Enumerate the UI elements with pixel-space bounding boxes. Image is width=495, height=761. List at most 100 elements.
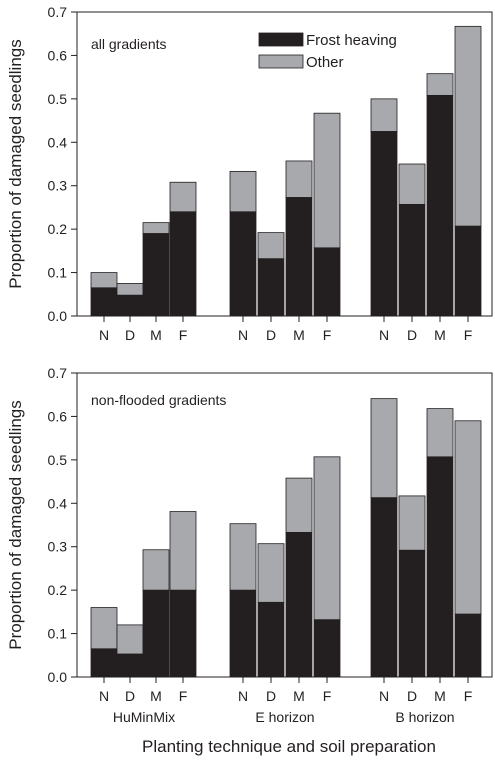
bar-other (370, 398, 398, 499)
legend-label: Frost heaving (306, 32, 397, 49)
bar-other (229, 523, 257, 591)
bar-other (398, 495, 426, 551)
plot-frame (76, 372, 493, 678)
bar-frost-heaving (370, 497, 398, 678)
x-tick-label: F (179, 327, 188, 343)
x-tick-label: M (434, 327, 446, 343)
bar-other (90, 272, 118, 289)
x-tick-label: D (407, 688, 417, 704)
bar-other (398, 163, 426, 205)
y-tick-label: 0.7 (48, 365, 68, 381)
group-label: E horizon (255, 709, 314, 725)
x-tick-label: N (379, 688, 389, 704)
bar-other (454, 25, 482, 227)
bar-frost-heaving (313, 619, 341, 678)
y-tick-label: 0.4 (48, 495, 68, 511)
y-tick-label: 0.0 (48, 669, 68, 685)
bar-frost-heaving (285, 197, 313, 317)
bar-other (313, 456, 341, 621)
legend-swatch (258, 32, 304, 47)
bar-frost-heaving (169, 589, 197, 678)
x-tick-label: M (293, 327, 305, 343)
panel-non-flooded-gradients: 0.0 0.1 0.2 0.3 0.4 0.5 0.6 0.7 Proportion of da… (6, 365, 493, 704)
bar-other (257, 543, 285, 603)
bar-frost-heaving (116, 653, 144, 678)
x-tick-label: F (464, 688, 473, 704)
bar-other (426, 73, 454, 96)
x-tick-label: D (266, 688, 276, 704)
legend-label: Other (306, 54, 344, 71)
bar-frost-heaving (454, 613, 482, 678)
bar-other (370, 98, 398, 132)
x-tick-label: F (323, 327, 332, 343)
y-tick-label: 0.3 (48, 539, 68, 555)
bar-other (313, 112, 341, 249)
y-axis-title: Proportion of damaged seedlings (6, 400, 25, 650)
legend: Frost heaving Other (258, 32, 397, 71)
x-tick-label: M (293, 688, 305, 704)
x-tick-label: D (125, 327, 135, 343)
plot-frame (76, 11, 493, 317)
panel-label: all gradients (91, 36, 167, 52)
bar-other (90, 607, 118, 650)
bar-other (142, 549, 170, 591)
bar-frost-heaving (229, 589, 257, 678)
bar-other (285, 477, 313, 533)
x-tick-label: D (125, 688, 135, 704)
y-tick-label: 0.6 (48, 408, 68, 424)
panel-label: non-flooded gradients (91, 392, 226, 408)
bar-other (229, 170, 257, 213)
bar-frost-heaving (398, 549, 426, 678)
bar-other (169, 181, 197, 213)
bar-frost-heaving (116, 294, 144, 317)
bar-other (116, 624, 144, 655)
bar-other (116, 283, 144, 296)
group-label: HuMinMix (113, 709, 175, 725)
bar-frost-heaving (90, 287, 118, 317)
y-tick-label: 0.4 (48, 134, 68, 150)
bar-other (142, 222, 170, 234)
x-tick-label: N (99, 688, 109, 704)
x-tick-label: D (407, 327, 417, 343)
x-axis-title: Planting technique and soil preparation (142, 737, 436, 756)
bar-frost-heaving (229, 211, 257, 317)
y-tick-label: 0.2 (48, 582, 68, 598)
x-tick-label: F (323, 688, 332, 704)
y-tick-label: 0.7 (48, 4, 68, 20)
x-tick-label: M (150, 327, 162, 343)
y-tick-label: 0.5 (48, 452, 68, 468)
legend-swatch (258, 54, 304, 69)
bar-frost-heaving (257, 601, 285, 678)
y-tick-label: 0.2 (48, 221, 68, 237)
bar-frost-heaving (142, 233, 170, 317)
group-label: B horizon (395, 709, 454, 725)
bar-other (285, 160, 313, 198)
y-tick-label: 0.6 (48, 47, 68, 63)
bar-frost-heaving (285, 531, 313, 678)
x-tick-label: N (238, 688, 248, 704)
bar-frost-heaving (313, 247, 341, 317)
y-axis-title: Proportion of damaged seedlings (6, 39, 25, 289)
bar-other (169, 511, 197, 591)
x-tick-label: D (266, 327, 276, 343)
x-tick-label: F (179, 688, 188, 704)
bar-frost-heaving (90, 648, 118, 678)
x-tick-label: M (434, 688, 446, 704)
y-tick-label: 0.1 (48, 265, 68, 281)
group-labels: HuMinMix E horizon B horizon (113, 709, 455, 725)
bar-frost-heaving (169, 211, 197, 317)
y-tick-label: 0.1 (48, 626, 68, 642)
bar-other (257, 232, 285, 260)
y-tick-label: 0.5 (48, 91, 68, 107)
bar-frost-heaving (426, 456, 454, 678)
y-tick-label: 0.3 (48, 178, 68, 194)
bar-frost-heaving (426, 94, 454, 317)
y-tick-label: 0.0 (48, 308, 68, 324)
x-tick-label: N (379, 327, 389, 343)
panel-all-gradients: 0.0 0.1 0.2 0.3 0.4 0.5 0.6 0.7 Proportion of da… (6, 4, 493, 343)
x-tick-label: M (150, 688, 162, 704)
bar-other (426, 408, 454, 458)
bar-frost-heaving (257, 258, 285, 317)
x-tick-label: N (99, 327, 109, 343)
